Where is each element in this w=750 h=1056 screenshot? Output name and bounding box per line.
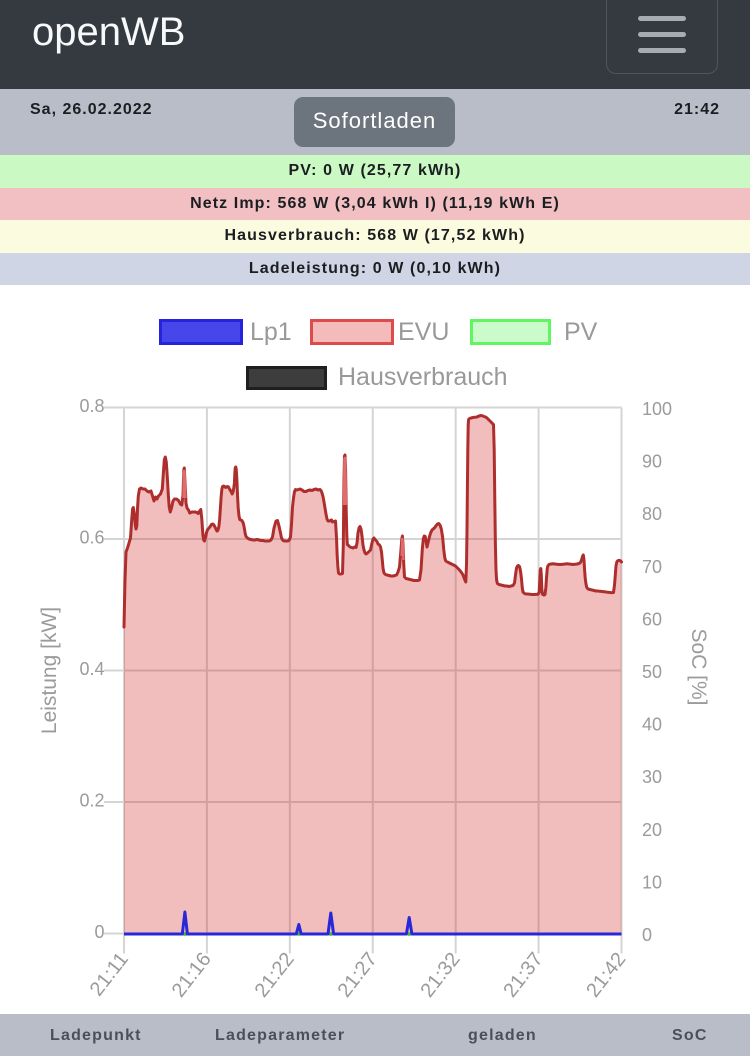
svg-text:60: 60 <box>642 609 662 629</box>
svg-text:0: 0 <box>642 925 652 945</box>
svg-text:21:11: 21:11 <box>86 949 133 1001</box>
svg-text:50: 50 <box>642 662 662 682</box>
svg-text:70: 70 <box>642 557 662 577</box>
svg-text:30: 30 <box>642 767 662 787</box>
svg-text:21:37: 21:37 <box>499 949 547 1002</box>
svg-text:10: 10 <box>642 872 662 892</box>
svg-text:21:27: 21:27 <box>334 949 382 1002</box>
svg-text:40: 40 <box>642 715 662 735</box>
svg-text:SoC [%]: SoC [%] <box>687 628 710 705</box>
svg-text:21:22: 21:22 <box>251 949 299 1002</box>
svg-text:0: 0 <box>94 922 104 942</box>
svg-text:80: 80 <box>642 504 662 524</box>
svg-text:0.4: 0.4 <box>79 659 104 679</box>
svg-text:100: 100 <box>642 399 672 419</box>
svg-text:21:42: 21:42 <box>582 949 630 1002</box>
svg-text:Leistung [kW]: Leistung [kW] <box>38 607 61 734</box>
svg-text:21:16: 21:16 <box>168 949 216 1002</box>
svg-text:0.8: 0.8 <box>79 396 104 416</box>
svg-text:0.6: 0.6 <box>79 528 104 548</box>
svg-text:20: 20 <box>642 820 662 840</box>
svg-text:21:32: 21:32 <box>416 949 464 1002</box>
svg-text:0.2: 0.2 <box>79 791 104 811</box>
svg-text:90: 90 <box>642 452 662 472</box>
